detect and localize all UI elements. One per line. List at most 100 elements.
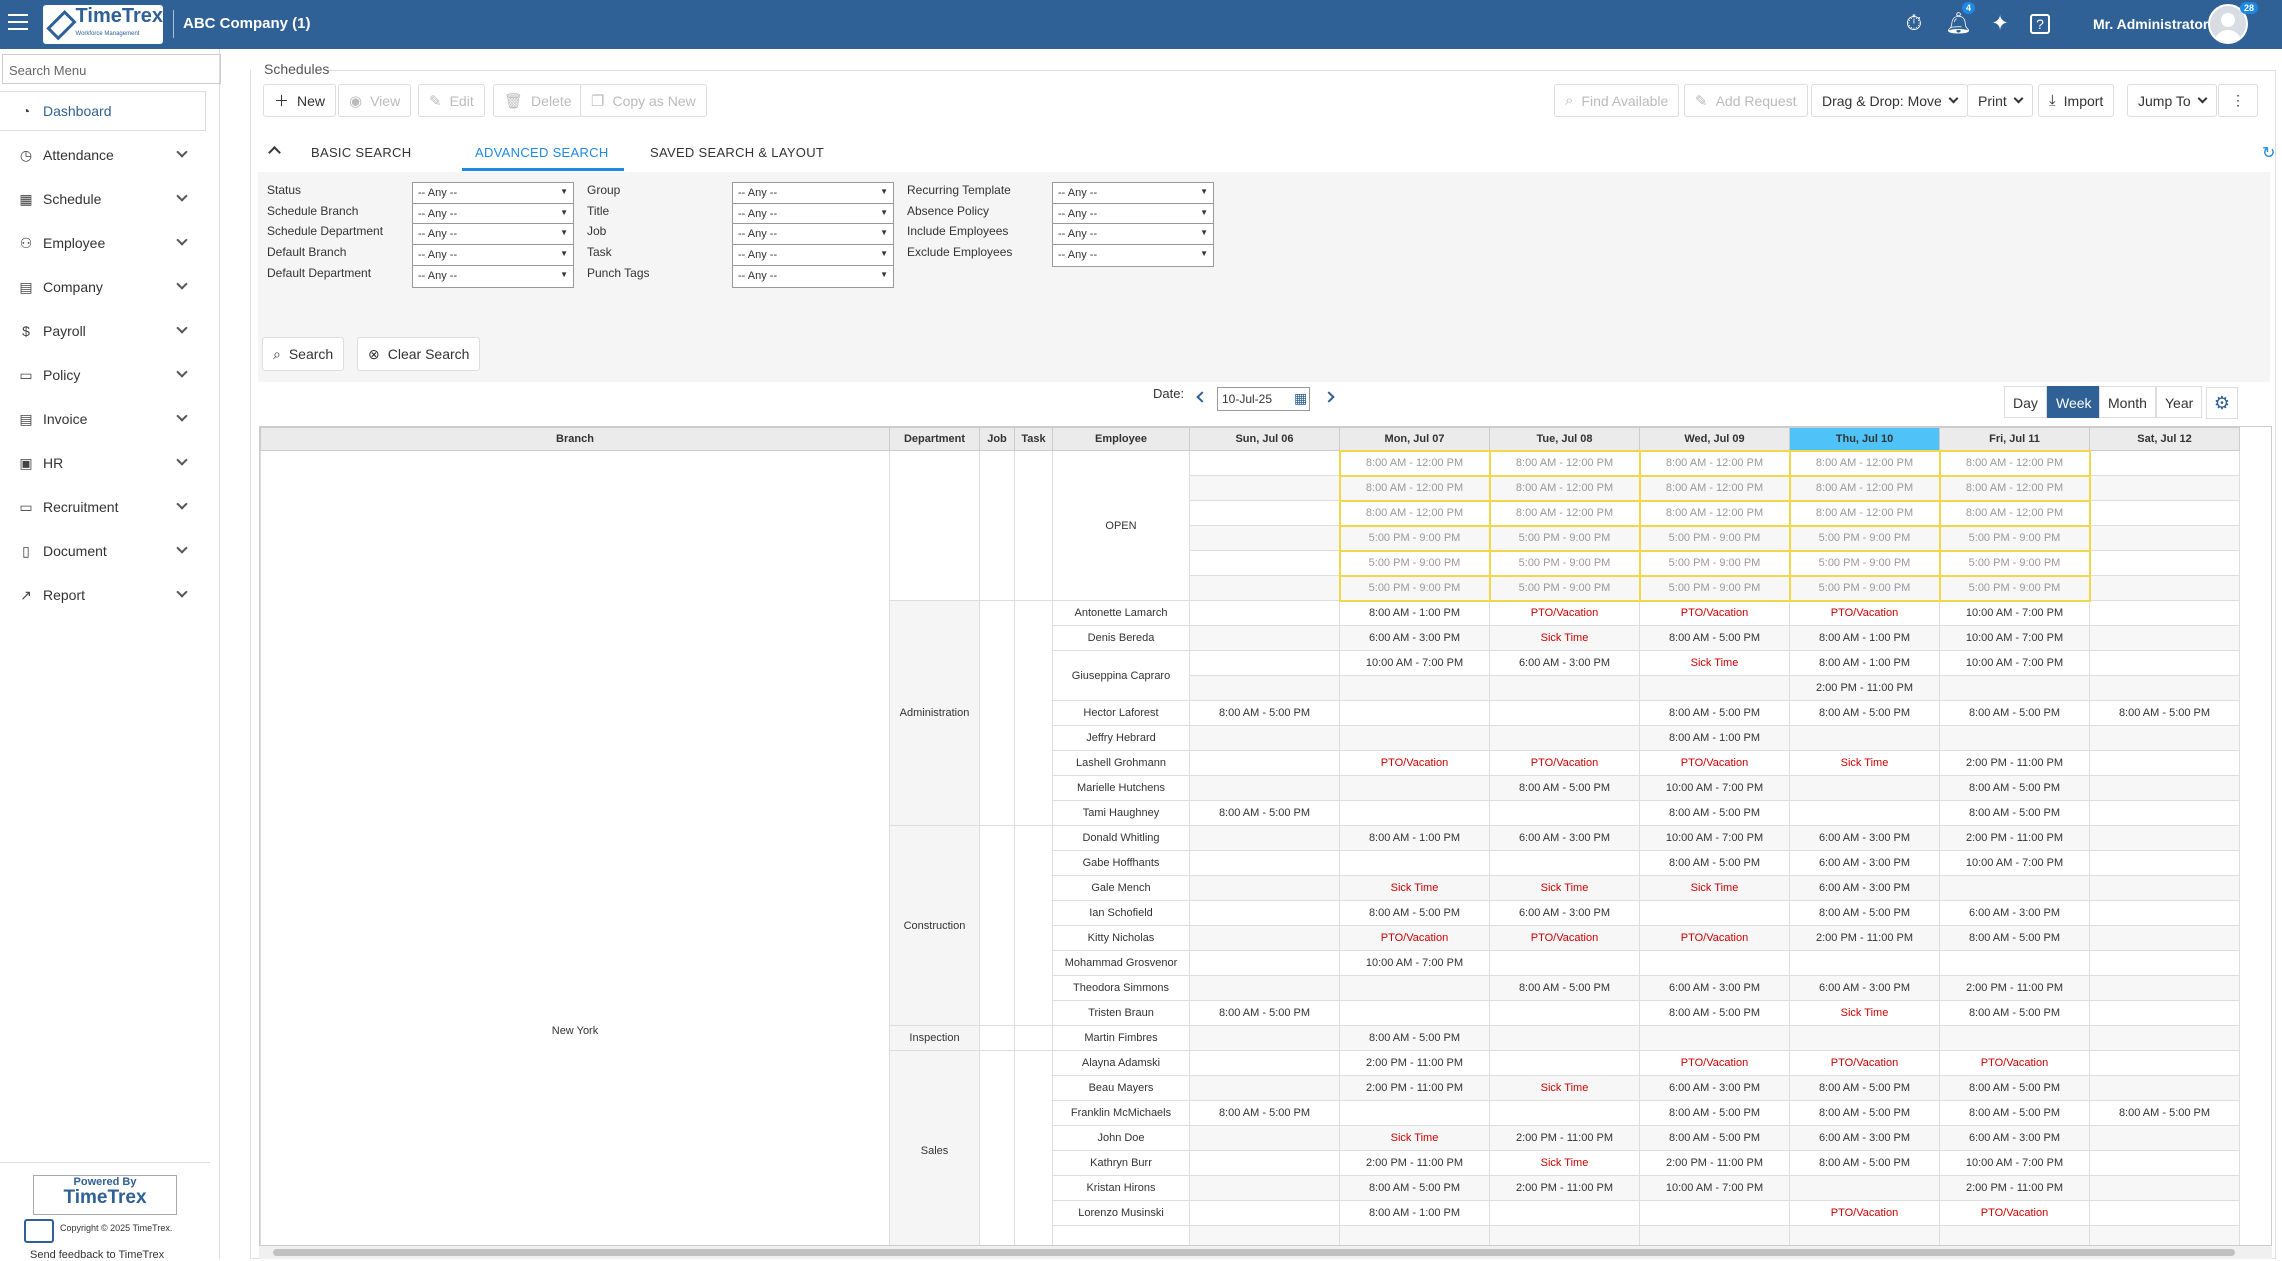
shift-cell[interactable]: 6:00 AM - 3:00 PM	[1789, 850, 1940, 876]
filter-select[interactable]: -- Any --	[1052, 202, 1214, 226]
shift-cell[interactable]	[2089, 1000, 2240, 1026]
shift-cell[interactable]	[1189, 600, 1340, 626]
shift-cell[interactable]: 8:00 AM - 5:00 PM	[1339, 1175, 1490, 1201]
shift-cell[interactable]: 8:00 AM - 5:00 PM	[1939, 800, 2090, 826]
shift-cell[interactable]: 5:00 PM - 9:00 PM	[1788, 549, 1941, 577]
jump-to-dropdown[interactable]: Jump To	[2127, 84, 2217, 117]
menu-icon[interactable]	[8, 14, 28, 32]
employee-cell[interactable]: Beau Mayers	[1052, 1075, 1190, 1101]
column-header[interactable]: Sat, Jul 12	[2089, 427, 2240, 451]
shift-cell[interactable]	[1639, 900, 1790, 926]
shift-cell[interactable]	[1189, 575, 1340, 601]
sidebar-item-attendance[interactable]: ◷ Attendance	[0, 135, 206, 175]
shift-cell[interactable]: PTO/Vacation	[1489, 600, 1640, 626]
shift-cell[interactable]	[1939, 875, 2090, 901]
shift-cell[interactable]	[2089, 1025, 2240, 1051]
shift-cell[interactable]	[1489, 950, 1640, 976]
shift-cell[interactable]: 6:00 AM - 3:00 PM	[1639, 1075, 1790, 1101]
column-header[interactable]: Tue, Jul 08	[1489, 427, 1640, 451]
shift-cell[interactable]: 5:00 PM - 9:00 PM	[1638, 524, 1791, 552]
shift-cell[interactable]: 10:00 AM - 7:00 PM	[1939, 850, 2090, 876]
shift-cell[interactable]: 8:00 AM - 5:00 PM	[1489, 975, 1640, 1001]
shift-cell[interactable]: 2:00 PM - 11:00 PM	[1639, 1150, 1790, 1176]
date-input[interactable]: 10-Jul-25	[1217, 387, 1310, 411]
shift-cell[interactable]: 8:00 AM - 12:00 PM	[1338, 499, 1491, 527]
shift-cell[interactable]: 8:00 AM - 5:00 PM	[1639, 1125, 1790, 1151]
shift-cell[interactable]: 8:00 AM - 12:00 PM	[1488, 499, 1641, 527]
shift-cell[interactable]	[1789, 1175, 1940, 1201]
employee-cell[interactable]: Jeffry Hebrard	[1052, 725, 1190, 751]
shift-cell[interactable]	[1189, 1175, 1340, 1201]
shift-cell[interactable]	[2089, 825, 2240, 851]
shift-cell[interactable]	[2089, 775, 2240, 801]
shift-cell[interactable]	[2089, 975, 2240, 1001]
filter-select[interactable]: -- Any --	[412, 264, 574, 288]
shift-cell[interactable]: 2:00 PM - 11:00 PM	[1339, 1075, 1490, 1101]
employee-cell[interactable]: Donald Whitling	[1052, 825, 1190, 851]
shift-cell[interactable]: 5:00 PM - 9:00 PM	[1938, 524, 2091, 552]
horizontal-scrollbar[interactable]	[259, 1246, 2272, 1259]
shift-cell[interactable]: PTO/Vacation	[1339, 750, 1490, 776]
shift-cell[interactable]: 8:00 AM - 5:00 PM	[1639, 850, 1790, 876]
shift-cell[interactable]	[1189, 900, 1340, 926]
shift-cell[interactable]	[1489, 1025, 1640, 1051]
shift-cell[interactable]: 6:00 AM - 3:00 PM	[1339, 625, 1490, 651]
shift-cell[interactable]: 10:00 AM - 7:00 PM	[1939, 1150, 2090, 1176]
shift-cell[interactable]	[1489, 675, 1640, 701]
shift-cell[interactable]	[1339, 725, 1490, 751]
filter-select[interactable]: -- Any --	[412, 202, 574, 226]
employee-cell[interactable]: Tristen Braun	[1052, 1000, 1190, 1026]
shift-cell[interactable]	[1189, 925, 1340, 951]
employee-cell[interactable]: Kathryn Burr	[1052, 1150, 1190, 1176]
shift-cell[interactable]	[2089, 650, 2240, 676]
shift-cell[interactable]: 8:00 AM - 5:00 PM	[1489, 775, 1640, 801]
shift-cell[interactable]: 8:00 AM - 5:00 PM	[1189, 800, 1340, 826]
sparkle-icon[interactable]: ✦	[1991, 12, 2009, 35]
filter-select[interactable]: -- Any --	[412, 244, 574, 268]
column-header[interactable]: Thu, Jul 10	[1789, 427, 1940, 451]
shift-cell[interactable]: 10:00 AM - 7:00 PM	[1639, 1175, 1790, 1201]
filter-select[interactable]: -- Any --	[1052, 223, 1214, 247]
shift-cell[interactable]: 10:00 AM - 7:00 PM	[1339, 650, 1490, 676]
shift-cell[interactable]: 8:00 AM - 1:00 PM	[1339, 600, 1490, 626]
view-day-button[interactable]: Day	[2004, 386, 2047, 418]
shift-cell[interactable]: 8:00 AM - 1:00 PM	[1339, 825, 1490, 851]
filter-select[interactable]: -- Any --	[732, 223, 894, 247]
shift-cell[interactable]	[1639, 1025, 1790, 1051]
employee-cell[interactable]: Alayna Adamski	[1052, 1050, 1190, 1076]
shift-cell[interactable]: 8:00 AM - 1:00 PM	[1639, 725, 1790, 751]
shift-cell[interactable]	[1939, 1025, 2090, 1051]
calendar-icon[interactable]: ▦	[1294, 390, 1308, 406]
column-header[interactable]: Employee	[1052, 427, 1190, 451]
shift-cell[interactable]: 5:00 PM - 9:00 PM	[1488, 574, 1641, 602]
shift-cell[interactable]: 8:00 AM - 12:00 PM	[1488, 474, 1641, 502]
shift-cell[interactable]	[2089, 1075, 2240, 1101]
shift-cell[interactable]	[2089, 1225, 2240, 1245]
shift-cell[interactable]: 8:00 AM - 5:00 PM	[1789, 1100, 1940, 1126]
shift-cell[interactable]: 8:00 AM - 5:00 PM	[1639, 1100, 1790, 1126]
shift-cell[interactable]	[2089, 900, 2240, 926]
shift-cell[interactable]: PTO/Vacation	[1489, 750, 1640, 776]
employee-cell[interactable]: Ian Schofield	[1052, 900, 1190, 926]
shift-cell[interactable]: 8:00 AM - 5:00 PM	[1639, 700, 1790, 726]
shift-cell[interactable]	[1189, 1200, 1340, 1226]
shift-cell[interactable]	[1339, 1000, 1490, 1026]
shift-cell[interactable]	[1939, 1225, 2090, 1245]
find-available-button[interactable]: ⌕ Find Available	[1554, 84, 1680, 117]
collapse-icon[interactable]	[268, 146, 281, 159]
shift-cell[interactable]: 2:00 PM - 11:00 PM	[1939, 1175, 2090, 1201]
shift-cell[interactable]: 5:00 PM - 9:00 PM	[1488, 549, 1641, 577]
shift-cell[interactable]	[1489, 725, 1640, 751]
shift-cell[interactable]: 8:00 AM - 5:00 PM	[1639, 800, 1790, 826]
shift-cell[interactable]: 5:00 PM - 9:00 PM	[1338, 549, 1491, 577]
shift-cell[interactable]: 6:00 AM - 3:00 PM	[1939, 900, 2090, 926]
shift-cell[interactable]: Sick Time	[1789, 1000, 1940, 1026]
shift-cell[interactable]: 8:00 AM - 1:00 PM	[1789, 650, 1940, 676]
shift-cell[interactable]: 8:00 AM - 5:00 PM	[1789, 900, 1940, 926]
view-month-button[interactable]: Month	[2099, 386, 2156, 418]
employee-cell[interactable]: Tami Haughney	[1052, 800, 1190, 826]
shift-cell[interactable]: 5:00 PM - 9:00 PM	[1638, 574, 1791, 602]
copy-as-new-button[interactable]: ❐ Copy as New	[580, 84, 707, 117]
shift-cell[interactable]: Sick Time	[1789, 750, 1940, 776]
shift-cell[interactable]	[1189, 550, 1340, 576]
